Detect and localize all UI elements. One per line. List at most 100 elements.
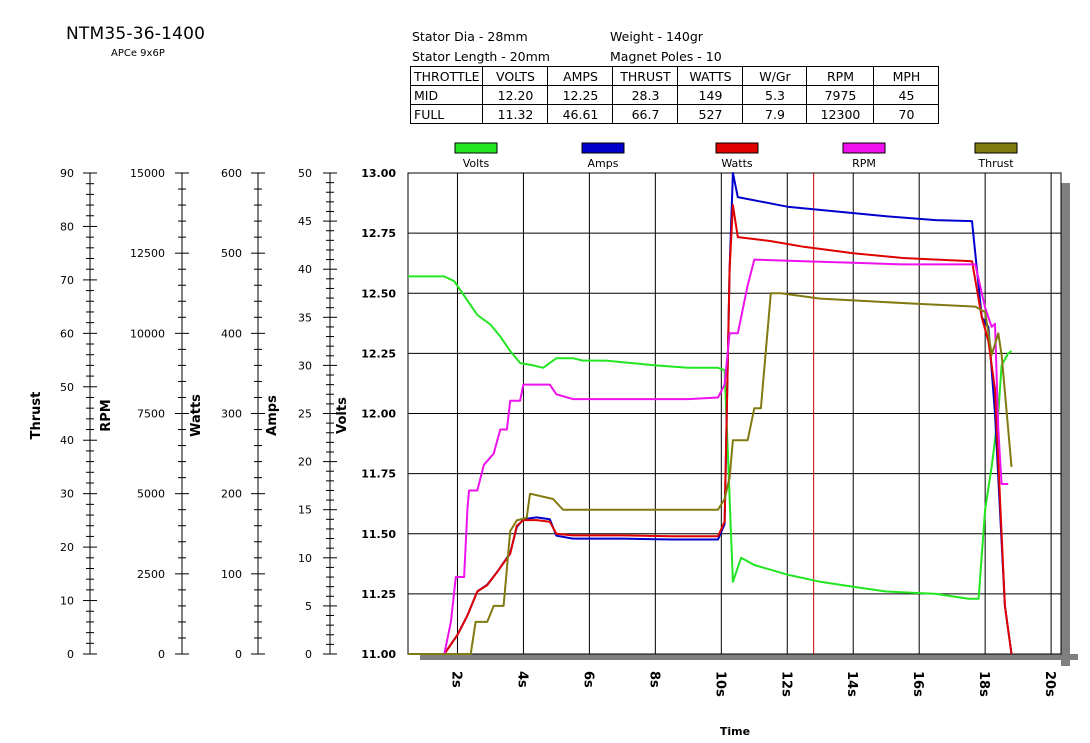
table-cell: 11.32	[482, 104, 549, 124]
thrust-tick-label: 90	[60, 167, 74, 180]
table-cell: 66.7	[612, 104, 679, 124]
legend-swatch-watts	[715, 142, 759, 154]
amps-tick-label: 5	[305, 600, 312, 613]
amps-tick-label: 45	[298, 215, 312, 228]
x-tick-label: 18s	[976, 671, 991, 697]
legend-swatch-thrust	[974, 142, 1018, 154]
plot-shadow-bottom	[420, 654, 1078, 660]
table-header-cell: THRUST	[612, 66, 679, 86]
spec-stator-length: Stator Length - 20mm	[412, 49, 550, 64]
thrust-tick-label: 50	[60, 381, 74, 394]
table-row: FULL 11.32 46.61 66.7 527 7.9 12300 70	[409, 104, 940, 124]
volts-tick-label: 13.00	[361, 167, 396, 180]
rpm-tick-label: 10000	[130, 327, 165, 340]
thrust-tick-label: 30	[60, 488, 74, 501]
table-header-row: THROTTLE VOLTS AMPS THRUST WATTS W/Gr RP…	[409, 66, 940, 86]
rpm-tick-label: 2500	[137, 568, 165, 581]
series-line-watts	[408, 204, 1013, 655]
table-cell: 28.3	[612, 85, 679, 105]
legend-swatch-rpm	[842, 142, 886, 154]
legend-swatch-volts	[454, 142, 498, 154]
legend-label-watts: Watts	[721, 157, 753, 170]
legend-label-rpm: RPM	[852, 157, 876, 170]
rpm-tick-label: 12500	[130, 247, 165, 260]
thrust-tick-label: 80	[60, 220, 74, 233]
table-cell: 46.61	[547, 104, 614, 124]
table-header-cell: MPH	[873, 66, 940, 86]
amps-tick-label: 0	[305, 648, 312, 661]
table-header-cell: WATTS	[677, 66, 744, 86]
watts-tick-label: 500	[221, 247, 242, 260]
series-line-rpm	[408, 258, 1009, 655]
stats-table: THROTTLE VOLTS AMPS THRUST WATTS W/Gr RP…	[409, 66, 940, 124]
volts-tick-label: 11.50	[361, 528, 396, 541]
x-tick-label: 8s	[646, 671, 661, 688]
x-axis-label: Time	[720, 725, 750, 738]
page-title: NTM35-36-1400	[66, 24, 206, 44]
volts-axis-title: Volts	[335, 397, 350, 434]
thrust-tick-label: 70	[60, 274, 74, 287]
amps-tick-label: 50	[298, 167, 312, 180]
rpm-axis-title: RPM	[99, 399, 114, 431]
volts-tick-label: 12.75	[361, 227, 396, 240]
amps-tick-label: 35	[298, 311, 312, 324]
watts-tick-label: 100	[221, 568, 242, 581]
table-cell: 12300	[806, 104, 875, 124]
amps-tick-label: 30	[298, 359, 312, 372]
watts-tick-label: 400	[221, 327, 242, 340]
amps-tick-label: 15	[298, 504, 312, 517]
thrust-tick-label: 60	[60, 327, 74, 340]
table-cell: 7.9	[742, 104, 808, 124]
thrust-tick-label: 0	[67, 648, 74, 661]
thrust-axis-title: Thrust	[29, 392, 44, 440]
series-line-thrust	[408, 292, 1013, 655]
watts-axis-title: Watts	[189, 394, 204, 437]
x-tick-label: 14s	[844, 671, 859, 697]
watts-tick-label: 600	[221, 167, 242, 180]
table-cell: 70	[873, 104, 940, 124]
rpm-tick-label: 5000	[137, 488, 165, 501]
x-tick-label: 2s	[448, 671, 463, 688]
watts-tick-label: 300	[221, 408, 242, 421]
x-tick-label: 16s	[910, 671, 925, 697]
page-subtitle: APCe 9x6P	[111, 48, 165, 59]
table-header-cell: RPM	[806, 66, 875, 86]
amps-tick-label: 40	[298, 263, 312, 276]
x-tick-label: 10s	[712, 671, 727, 697]
table-header-cell: AMPS	[547, 66, 614, 86]
amps-tick-label: 20	[298, 456, 312, 469]
spec-magnet-poles: Magnet Poles - 10	[610, 49, 722, 64]
amps-tick-label: 25	[298, 408, 312, 421]
volts-tick-label: 12.25	[361, 347, 396, 360]
table-cell: 527	[677, 104, 744, 124]
rpm-tick-label: 0	[158, 648, 165, 661]
thrust-tick-label: 10	[60, 595, 74, 608]
volts-tick-label: 12.50	[361, 287, 396, 300]
spec-stator-dia: Stator Dia - 28mm	[412, 29, 528, 44]
amps-axis-title: Amps	[265, 395, 280, 436]
legend-label-volts: Volts	[463, 157, 490, 170]
x-tick-label: 12s	[778, 671, 793, 697]
table-cell: 12.20	[482, 85, 549, 105]
watts-tick-label: 200	[221, 488, 242, 501]
table-header-cell: THROTTLE	[409, 66, 484, 86]
rpm-tick-label: 7500	[137, 408, 165, 421]
amps-tick-label: 10	[298, 552, 312, 565]
x-tick-label: 20s	[1042, 671, 1057, 697]
volts-tick-label: 11.75	[361, 468, 396, 481]
thrust-tick-label: 20	[60, 541, 74, 554]
watts-tick-label: 0	[235, 648, 242, 661]
table-cell: FULL	[409, 104, 484, 124]
spec-weight: Weight - 140gr	[610, 29, 703, 44]
rpm-tick-label: 15000	[130, 167, 165, 180]
plot-shadow-right	[1061, 183, 1070, 666]
volts-tick-label: 12.00	[361, 408, 396, 421]
volts-tick-label: 11.00	[361, 648, 396, 661]
series-line-volts	[408, 275, 1013, 600]
legend-label-amps: Amps	[588, 157, 619, 170]
legend-swatch-amps	[581, 142, 625, 154]
legend-label-thrust: Thrust	[977, 157, 1014, 170]
x-tick-label: 4s	[514, 671, 529, 688]
volts-tick-label: 11.25	[361, 588, 396, 601]
